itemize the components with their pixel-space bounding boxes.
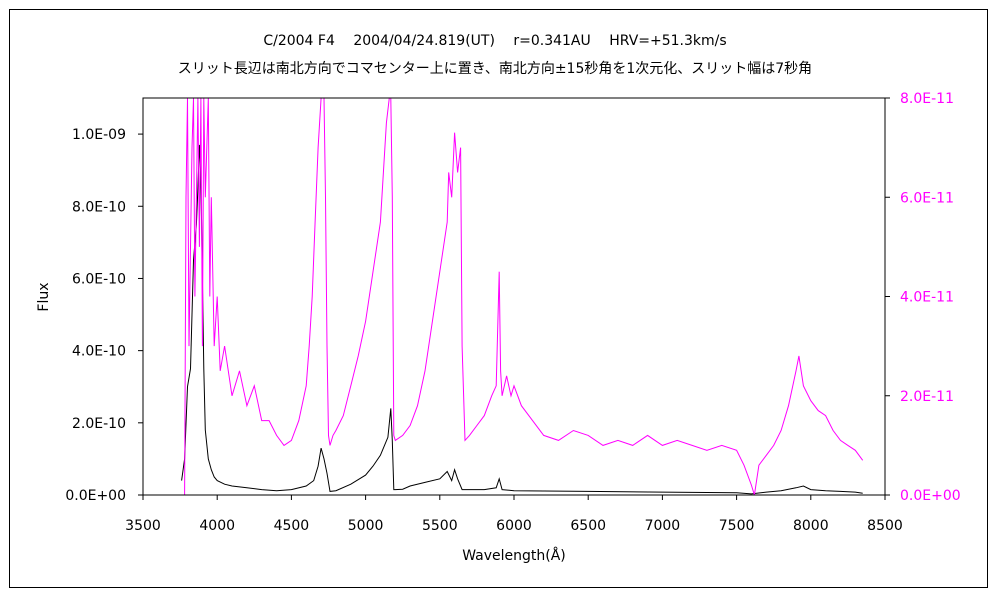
series-layer	[181, 97, 864, 496]
y-tick-label: 8.0E-10	[72, 199, 126, 215]
y2-tick-label: 4.0E-11	[900, 290, 954, 306]
x-axis-label: Wavelength(Å)	[462, 547, 566, 564]
y2-tick-label: 2.0E-11	[900, 389, 954, 405]
x-axis: 3500 4000 4500 5000 5500 6000 6500 7000 7500 8000…	[125, 495, 903, 534]
x-tick-label: 3500	[125, 518, 161, 534]
series-line-left	[181, 144, 863, 495]
y2-tick-label: 0.0E+00	[900, 488, 961, 504]
x-tick-label: 4000	[199, 518, 235, 534]
x-tick-label: 4500	[274, 518, 310, 534]
y-tick-label: 1.0E-09	[72, 127, 126, 143]
y-axis-right: 0.0E+00 2.0E-11 4.0E-11 6.0E-11 8.0E-11	[885, 91, 961, 504]
series-line-right	[184, 97, 864, 496]
x-tick-label: 6500	[570, 518, 606, 534]
y-tick-label: 4.0E-10	[72, 344, 126, 360]
x-tick-label: 5000	[348, 518, 384, 534]
x-tick-label: 8500	[867, 518, 903, 534]
chart-title: C/2004 F4 2004/04/24.819(UT) r=0.341AU H…	[263, 33, 726, 49]
y2-tick-label: 8.0E-11	[900, 91, 954, 107]
y-tick-label: 0.0E+00	[65, 488, 126, 504]
x-tick-label: 5500	[422, 518, 458, 534]
x-tick-label: 7000	[645, 518, 681, 534]
x-tick-label: 8000	[793, 518, 829, 534]
y-axis-label: Flux	[36, 282, 52, 311]
plot-area-border	[142, 97, 886, 496]
x-tick-label: 6000	[496, 518, 532, 534]
y-axis-left: 0.0E+00 2.0E-10 4.0E-10 6.0E-10 8.0E-10 1.0E-…	[65, 127, 143, 504]
y2-tick-label: 6.0E-11	[900, 190, 954, 206]
x-tick-label: 7500	[719, 518, 755, 534]
y-tick-label: 6.0E-10	[72, 271, 126, 287]
chart-subtitle: スリット長辺は南北方向でコマセンター上に置き、南北方向±15秒角を1次元化、スリ…	[178, 61, 812, 77]
y-tick-label: 2.0E-10	[72, 416, 126, 432]
